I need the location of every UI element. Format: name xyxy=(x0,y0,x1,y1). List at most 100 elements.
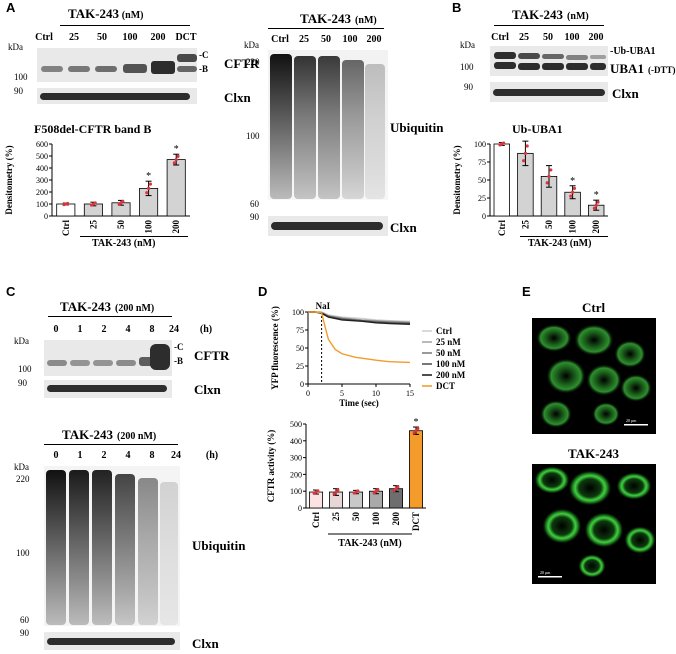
lane-2: 2 xyxy=(101,450,107,461)
marker-60: 60 xyxy=(20,615,29,625)
lane-24: 24 xyxy=(171,450,181,461)
protein-cftr: CFTR xyxy=(224,56,260,71)
unit-label: (nM) xyxy=(567,11,589,22)
x-tick-label: 50 xyxy=(351,512,361,522)
treatment-label: TAK-243 xyxy=(512,7,564,22)
blot-a2-header: TAK-243 (nM) xyxy=(300,10,377,28)
marker-100: 100 xyxy=(14,72,28,82)
data-point xyxy=(549,168,553,172)
chart-a-title: F508del-CFTR band B xyxy=(34,122,152,136)
dtt-note: (-DTT) xyxy=(647,65,676,75)
y-axis-label: CFTR activity (%) xyxy=(266,430,276,502)
y-tick-label: 500 xyxy=(36,152,48,161)
ubiquitin-blot xyxy=(268,50,388,200)
x-tick-label: 100 xyxy=(144,220,154,234)
marker-100: 100 xyxy=(246,131,260,141)
clxn-blot xyxy=(44,632,180,650)
marker-90: 90 xyxy=(464,82,473,92)
scale-bar-label: 20 µm xyxy=(540,570,551,575)
series-line xyxy=(308,311,411,364)
header-rule xyxy=(494,25,604,26)
chart-d-bar: 0 100 200 300 400 500 CFTR activity (%) Ctrl 25 5… xyxy=(266,417,426,549)
tak243-cells: 20 µm xyxy=(534,466,656,578)
data-point xyxy=(172,161,176,165)
legend-label: Ctrl xyxy=(436,326,452,336)
marker-90: 90 xyxy=(20,628,29,638)
y-tick-label: 0 xyxy=(482,212,486,221)
treatment-label: TAK-243 xyxy=(60,299,112,314)
lane-50: 50 xyxy=(543,32,553,43)
blot-c-header: TAK-243 (200 nM) xyxy=(60,298,154,316)
chart-b: 0 25 50 75 100 Densitometry (%) Ctrl 25 50 * 100 * 2… xyxy=(452,140,608,236)
y-tick-label: 300 xyxy=(290,454,302,463)
x-axis-label: TAK-243 (nM) xyxy=(338,538,401,549)
chart-b-title: Ub-UBA1 xyxy=(512,122,563,136)
lane-50: 50 xyxy=(321,34,331,45)
band-c-label: -C xyxy=(174,342,184,352)
lane-100: 100 xyxy=(342,34,358,45)
panel-label-d: D xyxy=(258,284,268,299)
legend-label: 200 nM xyxy=(436,370,466,380)
y-tick-label: 50 xyxy=(296,344,304,353)
lane-100: 100 xyxy=(564,32,580,43)
data-point xyxy=(596,200,600,204)
panel-label-a: A xyxy=(6,0,16,15)
marker-100: 100 xyxy=(18,364,32,374)
y-tick-label: 100 xyxy=(36,200,48,209)
kda-label: kDa xyxy=(8,42,23,52)
y-tick-label: 0 xyxy=(298,504,302,513)
x-tick-label: 25 xyxy=(88,220,98,230)
marker-90: 90 xyxy=(250,212,259,222)
significance-star: * xyxy=(570,176,575,187)
x-axis-label: Time (sec) xyxy=(339,398,379,408)
protein-cftr: CFTR xyxy=(194,348,230,363)
bar xyxy=(166,159,186,217)
legend-label: 100 nM xyxy=(436,359,466,369)
loading-clxn: Clxn xyxy=(224,90,251,105)
scale-bar-label: 20 µm xyxy=(626,418,637,423)
x-tick-label: Ctrl xyxy=(311,512,321,528)
y-tick-label: 500 xyxy=(290,420,302,429)
lane-25: 25 xyxy=(519,32,529,43)
lane-100: 100 xyxy=(122,32,138,43)
significance-star: * xyxy=(146,171,151,182)
y-axis-label: Densitometry (%) xyxy=(452,145,462,214)
kda-label: kDa xyxy=(14,336,29,346)
image-ctrl-label: Ctrl xyxy=(582,300,606,315)
lane-4: 4 xyxy=(125,450,131,461)
loading-clxn: Clxn xyxy=(192,636,219,651)
chart-d-line: 0 25 50 75 100 0 5 10 15 Time (sec) YFP fluorescen… xyxy=(270,301,466,408)
y-tick-label: 0 xyxy=(44,212,48,221)
data-point xyxy=(525,144,529,148)
y-tick-label: 100 xyxy=(474,140,486,149)
y-tick-label: 400 xyxy=(290,437,302,446)
x-tick-label: 0 xyxy=(306,389,310,398)
y-tick-label: 400 xyxy=(36,164,48,173)
data-point xyxy=(145,191,149,195)
lane-200: 200 xyxy=(150,32,166,43)
lane-24: 24 xyxy=(169,324,179,335)
lane-2: 2 xyxy=(101,324,107,335)
lane-ctrl: Ctrl xyxy=(35,32,53,43)
unit-label: (nM) xyxy=(121,10,144,21)
bar xyxy=(56,203,76,217)
clxn-blot xyxy=(37,88,197,104)
header-rule xyxy=(44,444,178,445)
lane-ctrl: Ctrl xyxy=(271,34,289,45)
loading-clxn: Clxn xyxy=(390,220,417,235)
lane-0: 0 xyxy=(53,324,59,335)
legend-label: 25 nM xyxy=(436,337,461,347)
data-point xyxy=(522,159,526,163)
y-tick-label: 600 xyxy=(36,140,48,149)
x-tick-label: DCT xyxy=(411,512,421,531)
protein-uba1: UBA1 (-DTT) xyxy=(610,60,675,78)
lane-0: 0 xyxy=(53,450,59,461)
marker-220: 220 xyxy=(16,474,30,484)
chart-a-xrule xyxy=(80,236,188,237)
time-unit: (h) xyxy=(205,450,219,461)
y-tick-label: 100 xyxy=(292,308,304,317)
ubiquitin-blot xyxy=(44,466,180,626)
data-point xyxy=(93,201,97,205)
band-b-label: -B xyxy=(199,64,208,74)
treatment-label: TAK-243 xyxy=(68,6,120,21)
